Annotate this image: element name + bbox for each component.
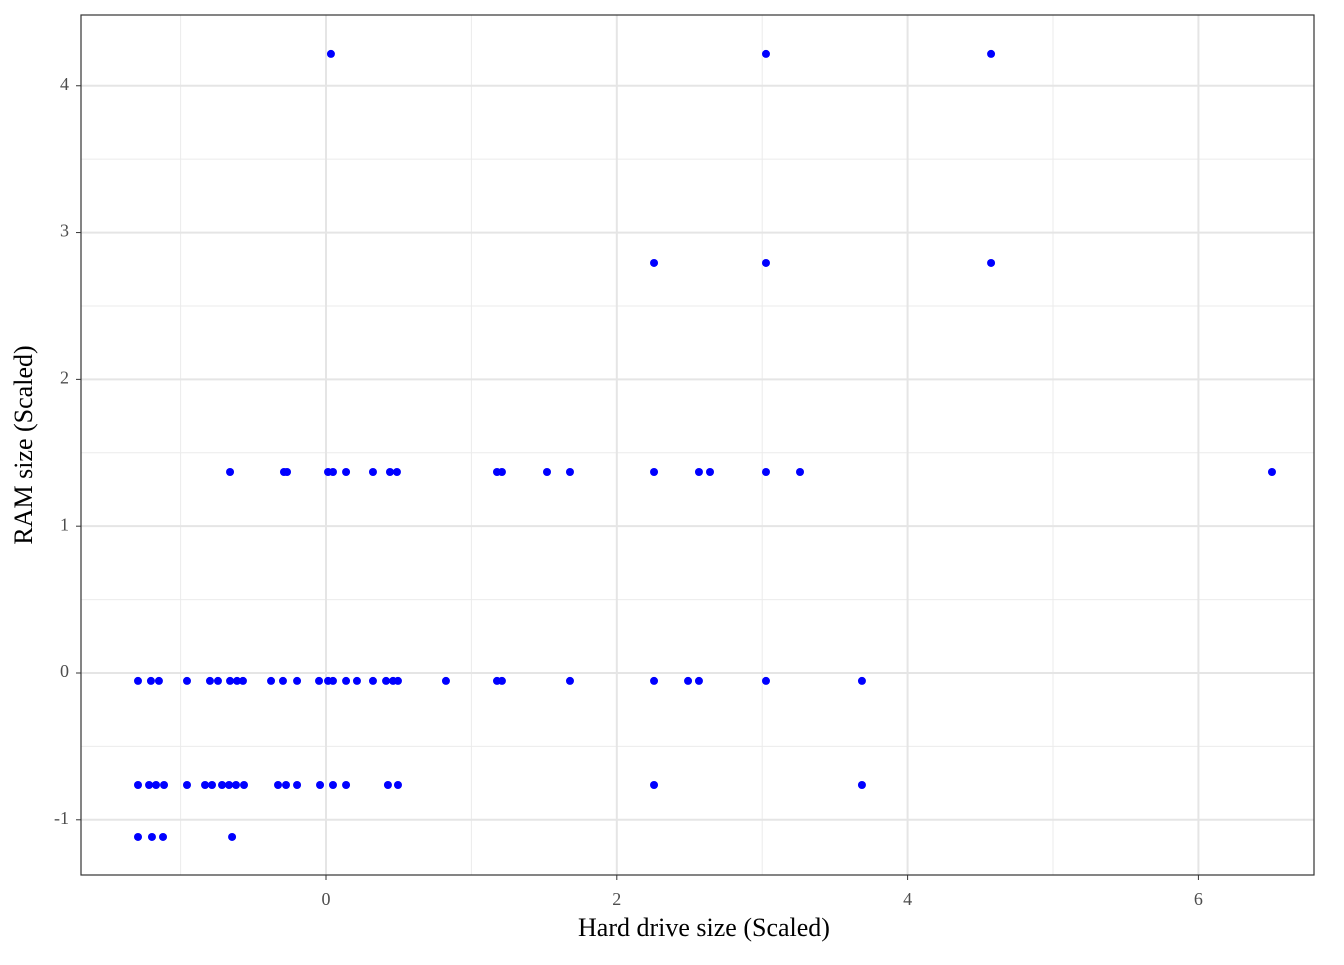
point <box>1267 468 1276 477</box>
point <box>315 676 324 685</box>
point <box>152 781 161 790</box>
point <box>233 676 242 685</box>
point <box>133 676 142 685</box>
point <box>393 676 402 685</box>
point <box>228 832 237 841</box>
point <box>225 781 234 790</box>
point <box>706 468 715 477</box>
point <box>392 468 401 477</box>
point <box>328 676 337 685</box>
point <box>368 468 377 477</box>
point <box>159 832 168 841</box>
point <box>761 468 770 477</box>
x-axis-label: Hard drive size (Scaled) <box>578 913 830 942</box>
point <box>650 258 659 267</box>
point <box>182 781 191 790</box>
point <box>650 676 659 685</box>
point <box>226 676 235 685</box>
point <box>987 258 996 267</box>
point <box>543 468 552 477</box>
point <box>274 781 283 790</box>
point <box>761 676 770 685</box>
point <box>368 676 377 685</box>
point <box>857 781 866 790</box>
point <box>761 49 770 58</box>
y-axis-label: RAM size (Scaled) <box>9 345 38 544</box>
point <box>385 468 394 477</box>
point <box>326 49 335 58</box>
point <box>987 49 996 58</box>
point <box>218 781 227 790</box>
point <box>694 468 703 477</box>
point <box>761 258 770 267</box>
point <box>352 676 361 685</box>
point <box>497 676 506 685</box>
point <box>316 781 325 790</box>
point <box>293 676 302 685</box>
point <box>267 676 276 685</box>
point <box>342 676 351 685</box>
point <box>239 781 248 790</box>
point <box>231 781 240 790</box>
point <box>133 832 142 841</box>
x-tick-label: 6 <box>1194 889 1203 909</box>
y-tick-label: 0 <box>60 661 69 681</box>
point <box>293 781 302 790</box>
point <box>182 676 191 685</box>
point <box>205 676 214 685</box>
point <box>328 781 337 790</box>
y-tick-label: 4 <box>60 74 69 94</box>
point <box>684 676 693 685</box>
point <box>208 781 217 790</box>
x-tick-label: 0 <box>322 889 331 909</box>
point <box>154 676 163 685</box>
point <box>283 468 292 477</box>
point <box>393 781 402 790</box>
point <box>133 781 142 790</box>
point <box>238 676 247 685</box>
point <box>383 781 392 790</box>
point <box>497 468 506 477</box>
point <box>441 676 450 685</box>
y-tick-label: 2 <box>60 368 69 388</box>
y-tick-label: -1 <box>54 808 69 828</box>
point <box>650 468 659 477</box>
point <box>201 781 210 790</box>
point <box>382 676 391 685</box>
point <box>226 468 235 477</box>
point <box>328 468 337 477</box>
point <box>213 676 222 685</box>
point <box>565 468 574 477</box>
point <box>342 781 351 790</box>
x-tick-label: 2 <box>612 889 621 909</box>
point <box>278 676 287 685</box>
point <box>342 468 351 477</box>
plot-border <box>80 14 1315 876</box>
point <box>796 468 805 477</box>
point <box>857 676 866 685</box>
y-tick-label: 1 <box>60 514 69 534</box>
point <box>147 832 156 841</box>
point <box>565 676 574 685</box>
x-tick-label: 4 <box>903 889 912 909</box>
point <box>282 781 291 790</box>
point <box>650 781 659 790</box>
plot-background <box>81 15 1314 875</box>
point <box>694 676 703 685</box>
point <box>145 781 154 790</box>
point <box>146 676 155 685</box>
point <box>160 781 169 790</box>
y-tick-label: 3 <box>60 221 69 241</box>
